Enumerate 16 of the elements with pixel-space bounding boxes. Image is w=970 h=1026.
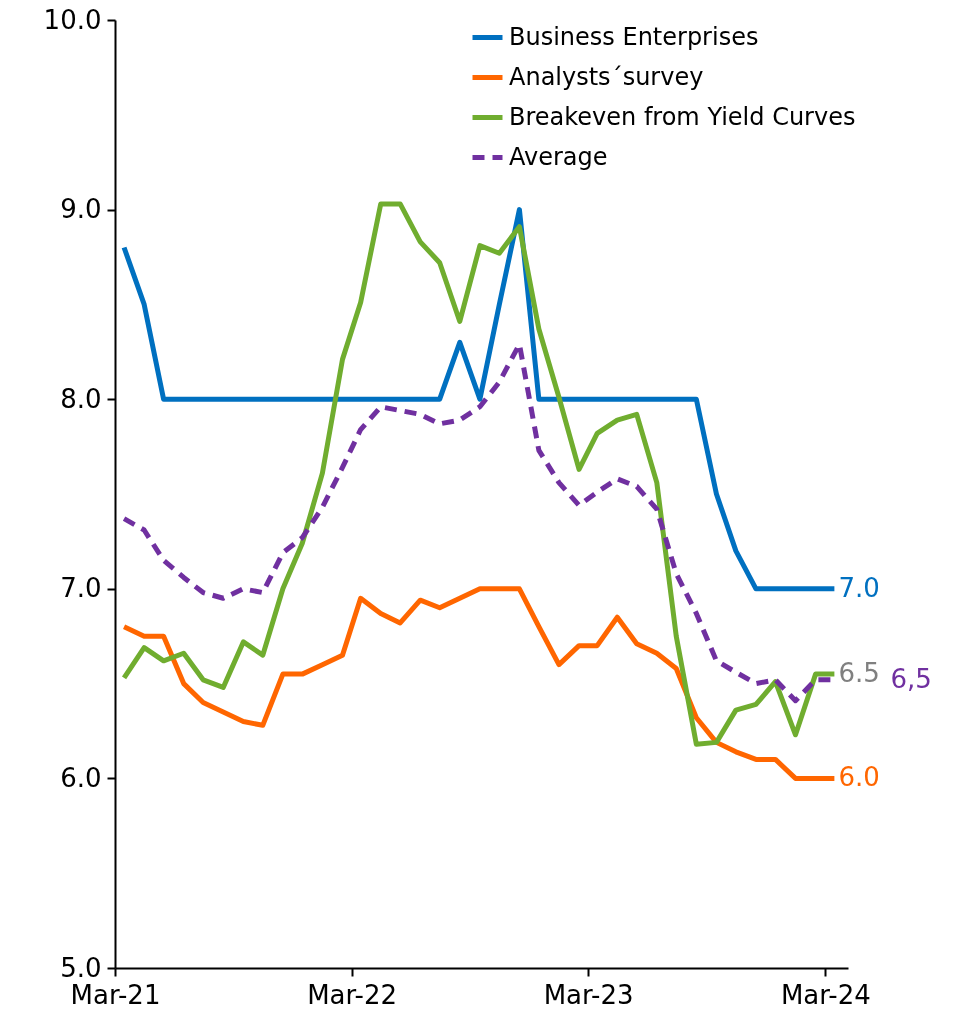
x-tick-label: Mar-22	[307, 979, 397, 1010]
x-tick-label: Mar-23	[543, 979, 634, 1010]
legend-label: Business Enterprises	[509, 22, 759, 51]
legend-label: Average	[509, 142, 608, 171]
legend-label: Breakeven from Yield Curves	[509, 102, 856, 131]
y-tick-label: 10.0	[43, 4, 102, 35]
y-tick-label: 7.0	[60, 573, 102, 604]
legend-label: Analysts´survey	[509, 62, 704, 91]
y-tick-label: 9.0	[60, 194, 102, 225]
x-tick-label: Mar-24	[780, 979, 871, 1010]
y-tick-label: 8.0	[60, 383, 102, 414]
annotation: 6.0	[838, 762, 880, 793]
y-tick-label: 6.0	[60, 762, 102, 793]
annotation: 6,5	[890, 663, 932, 694]
annotation: 7.0	[838, 572, 880, 603]
annotation: 6.5	[838, 658, 880, 689]
